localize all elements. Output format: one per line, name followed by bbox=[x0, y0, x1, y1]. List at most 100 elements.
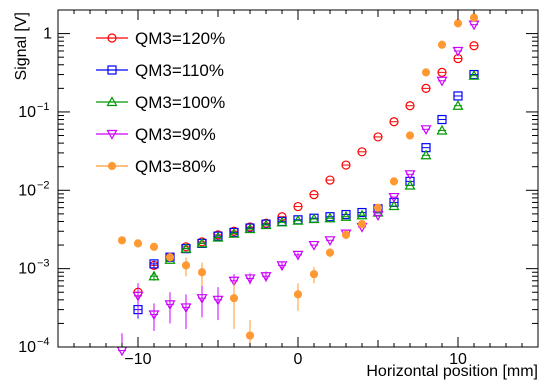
y-tick-label-exponent: −2 bbox=[37, 179, 50, 191]
data-point bbox=[149, 242, 159, 251]
data-point bbox=[309, 270, 319, 279]
data-point bbox=[421, 83, 431, 93]
legend-marker bbox=[107, 65, 117, 75]
data-point bbox=[436, 124, 448, 135]
data-point bbox=[197, 268, 207, 277]
data-point bbox=[357, 220, 367, 229]
data-point bbox=[276, 216, 288, 227]
data-point bbox=[437, 40, 447, 49]
data-point bbox=[453, 19, 463, 28]
data-point bbox=[293, 201, 303, 212]
data-point bbox=[133, 239, 143, 248]
y-tick-label: 10 bbox=[18, 339, 36, 356]
data-point bbox=[244, 223, 256, 234]
data-point bbox=[420, 125, 432, 136]
data-point bbox=[421, 68, 431, 77]
data-point bbox=[452, 100, 464, 110]
data-point bbox=[405, 131, 415, 140]
data-point bbox=[357, 207, 367, 218]
x-axis-title: Horizontal position [mm] bbox=[366, 363, 538, 380]
data-point bbox=[293, 290, 303, 299]
data-point bbox=[452, 46, 464, 57]
y-tick-label: 10 bbox=[18, 104, 36, 121]
data-point bbox=[405, 101, 415, 111]
data-point bbox=[309, 190, 319, 200]
data-point bbox=[196, 294, 208, 304]
series-4 bbox=[117, 13, 479, 347]
y-axis-title: Signal [V] bbox=[13, 12, 30, 80]
data-point bbox=[389, 117, 399, 127]
data-point bbox=[404, 179, 416, 190]
legend-marker bbox=[107, 161, 117, 171]
data-point bbox=[181, 261, 191, 270]
data-point bbox=[340, 210, 352, 221]
legend-entry: QM3=90% bbox=[96, 125, 216, 144]
legend-entry: QM3=110% bbox=[96, 61, 224, 80]
data-point bbox=[437, 114, 447, 125]
data-point bbox=[148, 270, 160, 281]
legend-entry: QM3=120% bbox=[96, 29, 225, 48]
data-point bbox=[260, 219, 272, 230]
data-point bbox=[245, 331, 255, 340]
data-point bbox=[292, 250, 304, 261]
legend-label: QM3=100% bbox=[135, 93, 225, 112]
series-2 bbox=[148, 69, 480, 281]
data-point bbox=[468, 69, 480, 80]
data-point bbox=[180, 242, 192, 253]
data-point bbox=[117, 236, 127, 245]
data-point bbox=[212, 231, 224, 242]
data-point bbox=[373, 132, 383, 142]
data-point bbox=[148, 310, 160, 321]
data-point bbox=[341, 160, 351, 170]
y-tick-label-exponent: −1 bbox=[37, 101, 50, 113]
data-point bbox=[437, 67, 447, 77]
data-point bbox=[228, 276, 240, 287]
legend-marker bbox=[106, 129, 118, 140]
data-point bbox=[469, 41, 479, 51]
data-point bbox=[276, 261, 288, 272]
data-point bbox=[325, 248, 335, 257]
legend-label: QM3=120% bbox=[135, 29, 225, 48]
data-point bbox=[228, 227, 240, 238]
y-tick-label-exponent: −3 bbox=[37, 258, 50, 270]
data-point bbox=[388, 192, 400, 203]
data-point bbox=[308, 213, 320, 224]
data-point bbox=[149, 259, 159, 269]
y-tick-label-exponent: −4 bbox=[37, 336, 50, 348]
plot-marks bbox=[116, 13, 480, 357]
data-point bbox=[277, 212, 287, 222]
x-tick-label: −10 bbox=[124, 351, 151, 368]
data-point bbox=[341, 209, 351, 220]
data-point bbox=[308, 240, 320, 251]
data-point bbox=[388, 200, 400, 211]
y-tick-label: 10 bbox=[18, 261, 36, 278]
data-point bbox=[324, 212, 336, 223]
data-point bbox=[292, 214, 304, 225]
data-point bbox=[260, 272, 272, 282]
x-tick-label: 10 bbox=[449, 351, 467, 368]
data-point bbox=[356, 209, 368, 220]
data-point bbox=[165, 253, 175, 262]
data-point bbox=[389, 177, 399, 186]
legend-label: QM3=80% bbox=[135, 157, 216, 176]
data-point bbox=[324, 236, 336, 247]
data-point bbox=[357, 147, 367, 157]
data-point bbox=[244, 274, 256, 285]
y-tick-label: 1 bbox=[43, 26, 52, 43]
y-tick-label: 10 bbox=[18, 182, 36, 199]
data-point bbox=[373, 203, 383, 212]
legend-label: QM3=90% bbox=[135, 125, 216, 144]
data-point bbox=[180, 303, 192, 314]
data-point bbox=[453, 91, 463, 101]
data-point bbox=[341, 230, 351, 239]
legend-marker bbox=[106, 96, 118, 107]
data-point bbox=[196, 237, 208, 248]
legend-marker bbox=[107, 33, 117, 43]
data-point bbox=[164, 300, 176, 311]
data-point bbox=[469, 13, 479, 22]
legend-entry: QM3=80% bbox=[96, 157, 216, 176]
